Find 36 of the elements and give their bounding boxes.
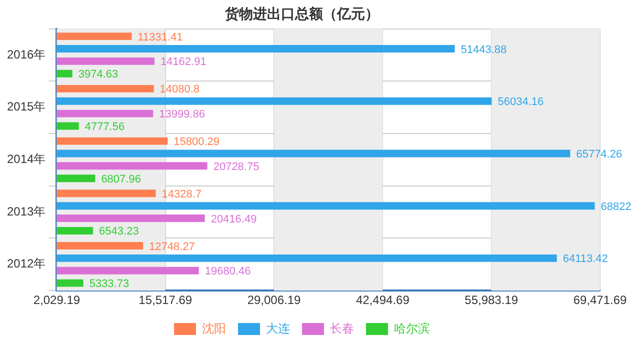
data-label: 20416.49 (210, 213, 257, 226)
data-label: 11331.41 (138, 31, 183, 44)
data-label: 3974.63 (78, 68, 118, 81)
x-tick-label: 69,471.69 (573, 293, 628, 308)
data-label: 14328.7 (162, 188, 202, 200)
data-label: 20728.75 (213, 160, 260, 173)
data-label: 12748.27 (149, 240, 195, 253)
y-tick-label: 2016年 (6, 47, 46, 62)
x-tick-label: 42,494.69 (356, 293, 410, 308)
data-label: 51443.88 (460, 44, 507, 56)
y-tick-label: 2014年 (6, 152, 46, 166)
data-label: 68822 (600, 200, 632, 213)
data-label: 65774.26 (576, 148, 622, 161)
data-label: 6807.96 (101, 173, 141, 186)
legend-label: 哈尔滨 (394, 321, 430, 336)
data-label: 4777.56 (84, 121, 125, 134)
legend-label: 长春 (330, 321, 354, 336)
chart-title: 货物进出口总额（亿元） (224, 5, 379, 22)
x-tick-label: 55,983.19 (464, 293, 518, 308)
y-tick-label: 2012年 (6, 256, 46, 271)
y-tick-label: 2013年 (6, 204, 46, 218)
data-label: 14080.8 (160, 84, 200, 96)
data-label: 64113.42 (562, 253, 608, 266)
data-label: 14162.91 (160, 56, 206, 68)
x-tick-label: 29,006.19 (247, 293, 302, 308)
data-label: 13999.86 (159, 108, 206, 121)
y-tick-label: 2015年 (6, 100, 46, 114)
legend-label: 沈阳 (202, 321, 226, 336)
x-tick-label: 2,029.19 (33, 293, 80, 308)
x-tick-label: 15,517.69 (138, 293, 192, 308)
data-label: 6543.23 (99, 226, 139, 238)
data-label: 56034.16 (498, 96, 544, 108)
data-label: 19680.46 (204, 266, 251, 278)
data-label: 15800.29 (174, 136, 220, 148)
data-label: 5333.73 (89, 278, 130, 290)
legend-label: 大连 (266, 321, 290, 336)
